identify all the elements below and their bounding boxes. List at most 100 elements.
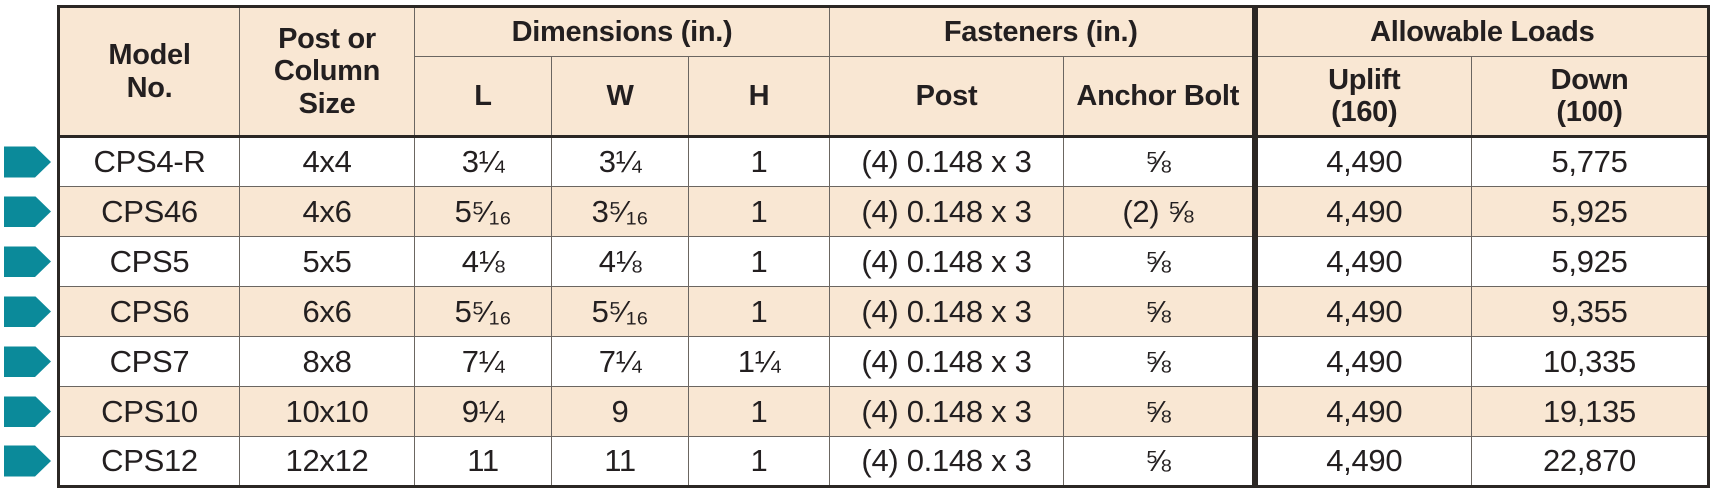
col-header-uplift: Uplift (160) [1251, 56, 1472, 138]
model-no-cell: CPS12 [4, 436, 240, 487]
table-row: CPS10 10x10 9¼ 9 1 (4) 0.148 x 3 ⅝ 4,490… [4, 386, 1710, 437]
uplift-load-cell: 4,490 [1251, 386, 1472, 437]
fastener-post-cell: (4) 0.148 x 3 [829, 186, 1064, 237]
new-product-arrow-icon [4, 146, 51, 178]
post-or-column-size-cell: 10x10 [239, 386, 415, 437]
post-or-column-size-cell: 4x4 [239, 136, 415, 187]
post-or-column-size-cell: 6x6 [239, 286, 415, 337]
new-product-arrow-icon [4, 346, 51, 377]
down-load-cell: 22,870 [1470, 436, 1710, 487]
fastener-post-cell: (4) 0.148 x 3 [829, 336, 1064, 387]
col-header-l: L [414, 56, 552, 138]
dimension-h-cell: 1 [688, 286, 830, 337]
header-sub-row: L W H Post Anchor Bolt Uplift (160) Down… [59, 56, 1710, 138]
dimension-w-cell: 3¼ [551, 136, 689, 187]
group-header-dimensions: Dimensions (in.) [414, 6, 830, 57]
fastener-anchor-bolt-cell: ⅝ [1063, 386, 1255, 437]
down-load-cell: 10,335 [1470, 336, 1710, 387]
uplift-load-cell: 4,490 [1251, 236, 1472, 287]
model-no-text: CPS4-R [93, 144, 206, 179]
model-no-cell: CPS6 [4, 286, 240, 337]
dimension-w-cell: 9 [551, 386, 689, 437]
fastener-anchor-bolt-cell: ⅝ [1063, 436, 1255, 487]
dimension-h-cell: 1 [688, 136, 830, 187]
post-or-column-size-cell: 8x8 [239, 336, 415, 387]
fastener-anchor-bolt-cell: ⅝ [1063, 336, 1255, 387]
table-body: CPS4-R 4x4 3¼ 3¼ 1 (4) 0.148 x 3 ⅝ 4,490… [4, 136, 1710, 487]
model-no-text: CPS6 [109, 293, 190, 329]
dimension-l-cell: 5⁵⁄₁₆ [414, 286, 552, 337]
col-header-w: W [551, 56, 689, 138]
post-or-column-size-cell: 4x6 [239, 186, 415, 237]
model-no-cell: CPS10 [4, 386, 240, 437]
dimension-l-cell: 3¼ [414, 136, 552, 187]
dimension-w-cell: 4⅛ [551, 236, 689, 287]
col-header-down: Down (100) [1470, 56, 1710, 138]
dimension-w-cell: 3⁵⁄₁₆ [551, 186, 689, 237]
uplift-load-cell: 4,490 [1251, 136, 1472, 187]
fastener-post-cell: (4) 0.148 x 3 [829, 286, 1064, 337]
down-load-cell: 5,775 [1470, 136, 1710, 187]
fastener-post-cell: (4) 0.148 x 3 [829, 386, 1064, 437]
dimension-w-cell: 7¼ [551, 336, 689, 387]
down-load-cell: 5,925 [1470, 236, 1710, 287]
fastener-post-cell: (4) 0.148 x 3 [829, 236, 1064, 287]
group-header-allowable-loads: Allowable Loads [1251, 6, 1710, 57]
dimension-l-cell: 7¼ [414, 336, 552, 387]
col-header-anchor-bolt: Anchor Bolt [1063, 56, 1255, 138]
uplift-load-cell: 4,490 [1251, 186, 1472, 237]
fastener-anchor-bolt-cell: ⅝ [1063, 136, 1255, 187]
model-no-cell: CPS46 [4, 186, 240, 237]
new-product-arrow-icon [4, 445, 51, 477]
model-no-cell: CPS5 [4, 236, 240, 287]
fastener-post-cell: (4) 0.148 x 3 [829, 436, 1064, 487]
post-or-column-size-cell: 5x5 [239, 236, 415, 287]
dimension-h-cell: 1 [688, 186, 830, 237]
model-no-text: CPS7 [109, 343, 190, 379]
dimension-w-cell: 5⁵⁄₁₆ [551, 286, 689, 337]
dimension-l-cell: 4⅛ [414, 236, 552, 287]
fastener-anchor-bolt-cell: ⅝ [1063, 236, 1255, 287]
table-row: CPS46 4x6 5⁵⁄₁₆ 3⁵⁄₁₆ 1 (4) 0.148 x 3 (2… [4, 186, 1710, 237]
fastener-anchor-bolt-cell: ⅝ [1063, 286, 1255, 337]
new-product-arrow-icon [4, 296, 51, 327]
model-no-cell: CPS7 [4, 336, 240, 387]
dimension-l-cell: 5⁵⁄₁₆ [414, 186, 552, 237]
dimension-h-cell: 1¼ [688, 336, 830, 387]
uplift-load-cell: 4,490 [1251, 336, 1472, 387]
fastener-anchor-bolt-cell: (2) ⅝ [1063, 186, 1255, 237]
down-load-cell: 5,925 [1470, 186, 1710, 237]
cps-spec-table: Model No. Post or Column Size Dimensions… [4, 5, 1711, 488]
col-header-model-no: Model No. [58, 6, 240, 138]
table-row: CPS5 5x5 4⅛ 4⅛ 1 (4) 0.148 x 3 ⅝ 4,490 5… [4, 236, 1710, 287]
model-no-text: CPS46 [101, 193, 198, 229]
table-row: CPS4-R 4x4 3¼ 3¼ 1 (4) 0.148 x 3 ⅝ 4,490… [4, 136, 1710, 187]
model-no-text: CPS10 [101, 393, 198, 429]
col-header-h: H [688, 56, 830, 138]
table-row: CPS12 12x12 11 11 1 (4) 0.148 x 3 ⅝ 4,49… [4, 436, 1710, 487]
new-product-arrow-icon [4, 396, 51, 427]
group-header-fasteners: Fasteners (in.) [829, 6, 1255, 57]
col-header-post-or-column-size: Post or Column Size [239, 6, 415, 138]
dimension-h-cell: 1 [688, 386, 830, 437]
model-no-text: CPS12 [101, 443, 198, 478]
table-row: CPS7 8x8 7¼ 7¼ 1¼ (4) 0.148 x 3 ⅝ 4,490 … [4, 336, 1710, 387]
col-header-post: Post [829, 56, 1064, 138]
dimension-l-cell: 9¼ [414, 386, 552, 437]
dimension-h-cell: 1 [688, 236, 830, 287]
model-no-cell: CPS4-R [4, 136, 240, 187]
new-product-arrow-icon [4, 196, 51, 227]
model-no-text: CPS5 [109, 243, 190, 279]
down-load-cell: 19,135 [1470, 386, 1710, 437]
post-or-column-size-cell: 12x12 [239, 436, 415, 487]
uplift-load-cell: 4,490 [1251, 286, 1472, 337]
uplift-load-cell: 4,490 [1251, 436, 1472, 487]
dimension-l-cell: 11 [414, 436, 552, 487]
table-header: Model No. Post or Column Size Dimensions… [58, 6, 1710, 138]
table-row: CPS6 6x6 5⁵⁄₁₆ 5⁵⁄₁₆ 1 (4) 0.148 x 3 ⅝ 4… [4, 286, 1710, 337]
fastener-post-cell: (4) 0.148 x 3 [829, 136, 1064, 187]
new-product-arrow-icon [4, 246, 51, 277]
dimension-h-cell: 1 [688, 436, 830, 487]
dimension-w-cell: 11 [551, 436, 689, 487]
